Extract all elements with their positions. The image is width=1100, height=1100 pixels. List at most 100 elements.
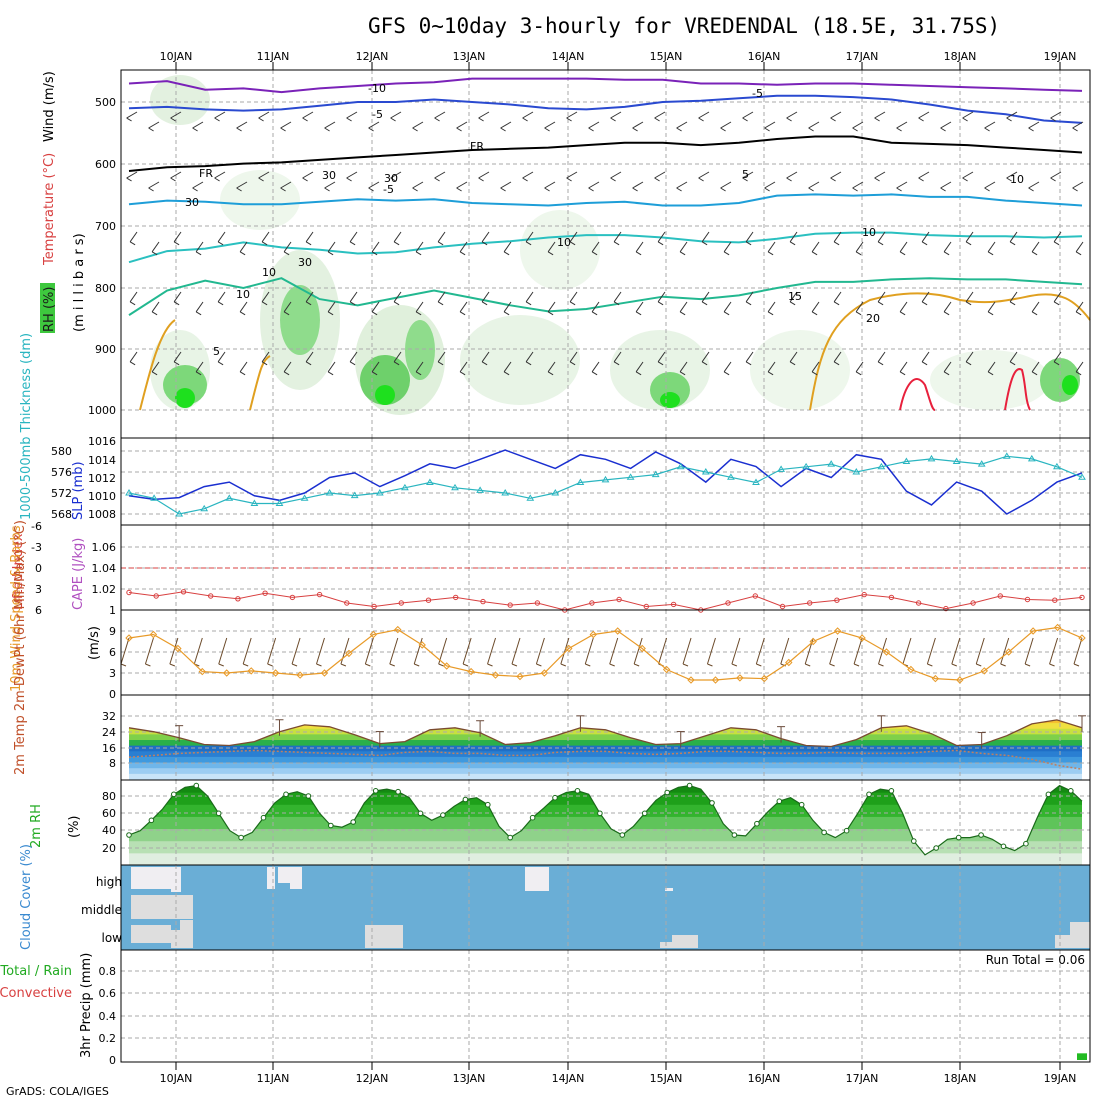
thickness-point (451, 483, 459, 491)
surface-wind-barb (1024, 637, 1034, 665)
upper-wind-barb (126, 111, 138, 119)
upper-wind-barb (569, 361, 576, 366)
rh-point (485, 801, 491, 808)
pressure-tick: 600 (95, 158, 116, 171)
upper-wind-barb (613, 361, 620, 366)
upper-wind-barb (525, 361, 532, 366)
temperature-line (128, 719, 1083, 748)
upper-wind-barb (613, 291, 622, 303)
thickness-point (300, 494, 309, 501)
upper-wind-barb (918, 111, 930, 119)
upper-air-panel: -10 -5 FR -5 FR -5 5 10 10 15 20 10 30 30 30 30 10 10 5 500… (40, 69, 1091, 439)
surface-wind-barb (756, 663, 762, 667)
upper-wind-barb (214, 117, 220, 122)
upper-wind-barb (393, 361, 400, 366)
pressure-tick: 900 (95, 343, 116, 356)
rh-point (305, 793, 312, 799)
thickness-point (150, 494, 158, 501)
surface-wind-barb (218, 637, 228, 665)
upper-wind-barb (522, 117, 528, 122)
upper-wind-barb (324, 181, 336, 189)
temp-band (121, 700, 1090, 706)
thickness-point (701, 468, 710, 475)
lifted-index-tick: 3 (35, 583, 42, 596)
upper-wind-barb (393, 241, 400, 246)
upper-wind-barb (786, 111, 798, 119)
upper-wind-barb (1075, 361, 1084, 373)
rh-point (193, 782, 200, 789)
upper-wind-barb (767, 371, 774, 376)
precip-total-label: Total / Rain (0, 964, 72, 979)
rh-point (1023, 840, 1029, 847)
surface-wind-barb (267, 663, 273, 667)
upper-wind-barb (503, 251, 510, 256)
upper-wind-barb (283, 371, 290, 376)
rh-point (821, 829, 827, 836)
upper-wind-barb (437, 231, 446, 243)
upper-wind-barb (173, 241, 180, 246)
surface-wind-barb (1073, 663, 1080, 667)
wind-speed-point (247, 667, 255, 675)
upper-wind-barb (613, 231, 622, 243)
lifted-index-point (1024, 596, 1031, 603)
upper-wind-barb (434, 111, 446, 119)
upper-wind-barb (258, 171, 270, 179)
upper-wind-barb (261, 291, 270, 303)
upper-wind-barb (742, 117, 748, 122)
upper-wind-barb (151, 301, 160, 313)
wind-speed-point (980, 667, 989, 675)
upper-wind-barb (280, 187, 286, 192)
upper-wind-barb (723, 371, 730, 376)
upper-wind-barb (1075, 251, 1082, 256)
surface-wind-barb (560, 637, 570, 665)
upper-wind-barb (987, 251, 994, 256)
cloud-panel: high middle low Cloud Cover (%) (19, 844, 1091, 951)
lifted-index-line (128, 591, 1083, 611)
upper-wind-barb (525, 241, 532, 246)
upper-wind-barb (877, 301, 884, 306)
upper-wind-barb (437, 301, 444, 306)
upper-wind-barb (745, 351, 754, 363)
upper-wind-barb (874, 117, 880, 122)
thickness-point (927, 454, 936, 462)
rh-point (798, 801, 805, 808)
surface-wind-barb (462, 637, 472, 665)
upper-wind-barb (280, 181, 292, 189)
upper-wind-barb (877, 291, 886, 303)
upper-wind-barb (635, 301, 644, 313)
upper-wind-barb (148, 187, 154, 192)
isotherm-label: 10 (236, 288, 250, 301)
wind-speed-point (149, 630, 158, 639)
thickness-point (676, 462, 685, 470)
surface-wind-barb (1049, 663, 1055, 667)
isotherm-label: -5 (752, 87, 763, 100)
surface-wind-barb (1073, 637, 1083, 665)
upper-wind-barb (987, 311, 994, 316)
upper-wind-barb (500, 127, 506, 132)
surface-wind-barb (926, 637, 936, 665)
temp-band (129, 722, 1082, 729)
upper-wind-barb (368, 127, 374, 132)
upper-wind-barb (456, 121, 468, 129)
panel-frame (120, 949, 1091, 1063)
cape-tick: 1.06 (92, 541, 117, 554)
upper-wind-barb (569, 241, 576, 246)
upper-wind-barb (302, 117, 308, 122)
bottom-day-label: 17JAN (846, 1072, 879, 1085)
surface-wind-barb (1000, 663, 1006, 667)
upper-wind-barb (236, 187, 242, 192)
upper-wind-barb (965, 301, 972, 306)
upper-wind-barb (239, 301, 248, 313)
upper-wind-barb (1072, 127, 1078, 132)
surface-wind-barb (658, 637, 668, 665)
surface-wind-barb (316, 663, 322, 667)
wind-speed-point (931, 674, 940, 683)
surface-wind-barb (242, 637, 252, 665)
upper-wind-barb (1009, 291, 1018, 303)
upper-wind-barb (657, 241, 664, 246)
upper-wind-barb (1053, 241, 1060, 246)
bottom-day-label: 18JAN (944, 1072, 977, 1085)
upper-wind-barb (635, 311, 642, 316)
temp-tick: 24 (102, 726, 116, 739)
upper-wind-barb (877, 361, 884, 366)
